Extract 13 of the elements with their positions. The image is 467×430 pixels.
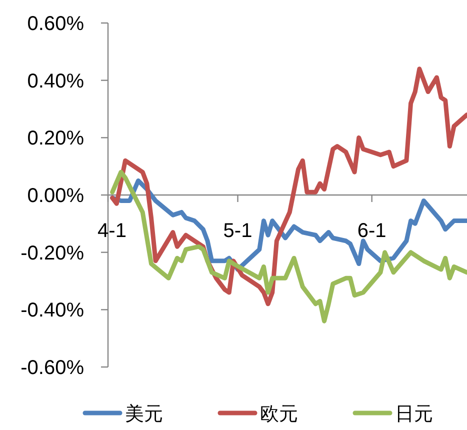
y-tick-label: 0.60% (27, 13, 84, 35)
legend-label: 美元 (125, 403, 163, 425)
x-tick-label: 5-1 (223, 220, 252, 242)
legend-label: 日元 (395, 404, 433, 425)
y-tick-label: -0.40% (20, 300, 84, 322)
x-tick-label: 6-1 (357, 220, 386, 242)
y-tick-label: 0.40% (27, 70, 84, 92)
x-tick-label: 4-1 (98, 220, 126, 242)
legend-label: 欧元 (260, 404, 298, 425)
y-tick-label: 0.20% (27, 128, 84, 150)
y-tick-label: -0.20% (20, 242, 84, 264)
y-tick-label: -0.60% (20, 357, 84, 379)
y-tick-label: 0.00% (27, 185, 84, 207)
